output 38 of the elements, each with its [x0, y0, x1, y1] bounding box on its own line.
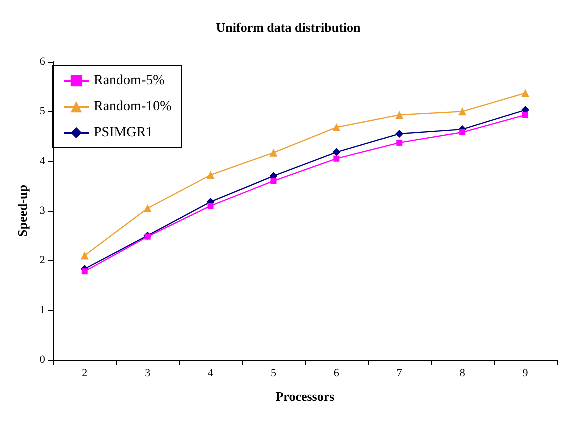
- chart-title: Uniform data distribution: [216, 20, 362, 35]
- point: [522, 89, 530, 98]
- point: [208, 203, 214, 210]
- y-tick-label: 1: [40, 304, 46, 316]
- point: [144, 204, 152, 213]
- point: [396, 140, 403, 146]
- y-tick-label: 6: [40, 56, 46, 68]
- point: [522, 112, 529, 118]
- y-axis-title: Speed-up: [15, 184, 30, 238]
- point: [334, 156, 340, 162]
- point: [270, 178, 277, 184]
- legend-label: Random-5%: [94, 74, 166, 88]
- x-tick-label: 9: [522, 368, 529, 380]
- point: [396, 111, 404, 120]
- point: [80, 252, 89, 260]
- y-tick-label: 0: [40, 354, 46, 366]
- x-tick-label: 2: [82, 368, 88, 380]
- point: [332, 124, 341, 132]
- point: [396, 130, 404, 138]
- x-tick-label: 4: [208, 368, 214, 380]
- point: [270, 148, 278, 157]
- y-tick-label: 5: [40, 106, 46, 118]
- x-tick-label: 6: [334, 368, 340, 380]
- point: [332, 148, 341, 156]
- point: [82, 268, 88, 275]
- point: [206, 171, 215, 180]
- x-tick-label: 8: [460, 368, 466, 380]
- x-tick-label: 5: [270, 368, 277, 380]
- x-axis-title: Processors: [276, 389, 335, 404]
- point: [458, 108, 467, 116]
- legend-label: Random-10%: [94, 100, 172, 114]
- x-tick-label: 7: [396, 368, 403, 380]
- legend-label: PSIMGR1: [94, 126, 154, 140]
- y-tick-label: 4: [40, 155, 46, 168]
- point: [460, 130, 466, 136]
- y-tick-label: 2: [40, 254, 46, 267]
- y-tick-label: 3: [40, 205, 46, 217]
- x-tick-label: 3: [145, 368, 152, 380]
